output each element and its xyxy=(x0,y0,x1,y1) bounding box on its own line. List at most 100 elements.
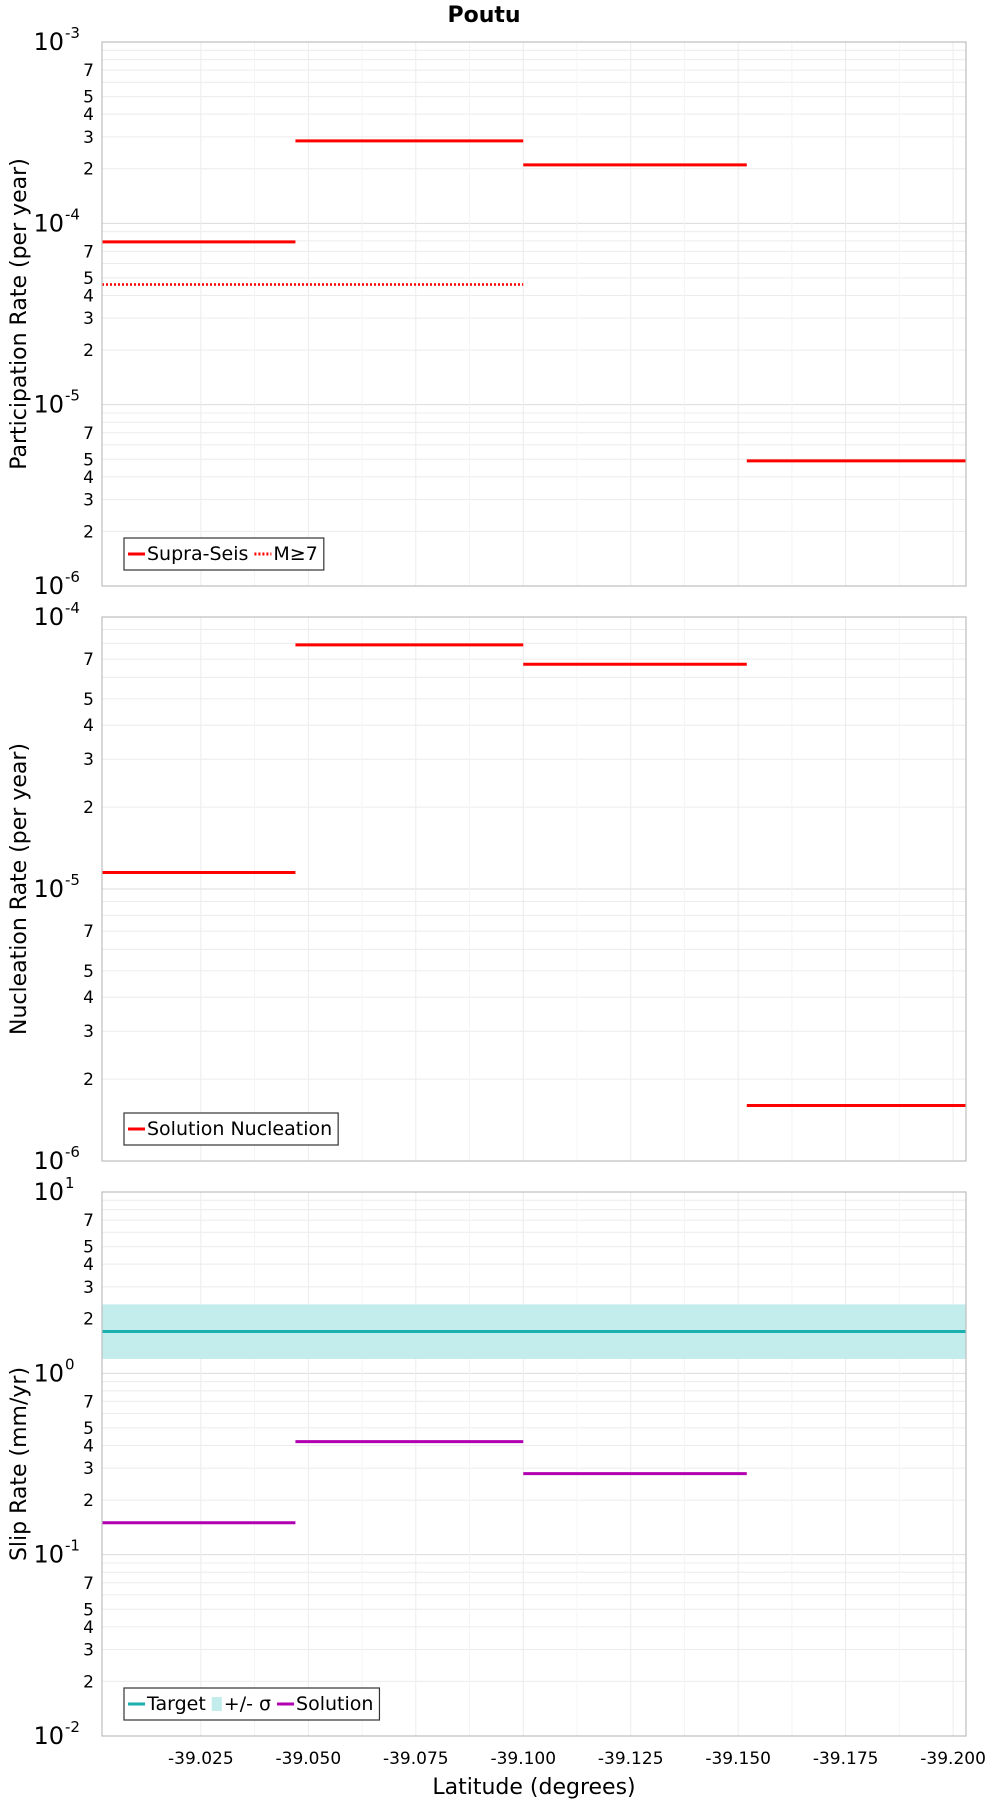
y-tick-label: 7 xyxy=(83,650,94,670)
y-tick-label: 7 xyxy=(83,922,94,942)
y-tick-label: 7 xyxy=(83,1574,94,1594)
x-tick-label: -39.150 xyxy=(705,1749,771,1769)
x-tick-label: -39.100 xyxy=(490,1749,556,1769)
y-tick-label: 4 xyxy=(83,716,94,736)
y-tick-label: 10 xyxy=(33,1359,64,1387)
y-tick-label: 10 xyxy=(33,1722,64,1750)
legend-box xyxy=(123,1112,339,1146)
legend-background xyxy=(124,538,324,570)
x-tick-label: -39.075 xyxy=(383,1749,449,1769)
y-tick-label: 5 xyxy=(83,962,94,982)
legend-entry: +/- σ xyxy=(224,1693,271,1715)
legend-box xyxy=(123,1687,381,1721)
y-tick-label: 2 xyxy=(83,1070,94,1090)
y-tick-label: 10 xyxy=(33,875,64,903)
x-tick-label: -39.050 xyxy=(276,1749,342,1769)
y-tick-label: 3 xyxy=(83,490,94,510)
y-tick-label: 2 xyxy=(83,1491,94,1511)
y-tick-label: 3 xyxy=(83,1640,94,1660)
plot-frame xyxy=(101,616,967,1162)
y-axis-label: Nucleation Rate (per year) xyxy=(7,743,32,1035)
y-tick-label: 7 xyxy=(83,1392,94,1412)
plot-area xyxy=(102,1192,966,1736)
y-tick-exponent: -5 xyxy=(65,871,80,889)
plot-frame xyxy=(101,1191,967,1737)
legend-entry: Solution Nucleation xyxy=(147,1118,332,1140)
legend: Solution Nucleation xyxy=(123,1112,339,1146)
y-tick-label: 3 xyxy=(83,309,94,329)
y-tick-exponent: -6 xyxy=(65,568,80,586)
legend-box xyxy=(123,537,325,571)
x-axis-label: Latitude (degrees) xyxy=(432,1775,635,1800)
y-tick-label: 4 xyxy=(83,286,94,306)
y-tick-label: 2 xyxy=(83,798,94,818)
x-tick-label: -39.175 xyxy=(813,1749,879,1769)
y-tick-label: 10 xyxy=(33,1147,64,1175)
y-tick-label: 5 xyxy=(83,269,94,289)
y-tick-exponent: -4 xyxy=(65,205,80,223)
y-tick-label: 10 xyxy=(33,28,64,56)
y-tick-label: 5 xyxy=(83,690,94,710)
legend-entry: Target xyxy=(146,1693,206,1715)
y-tick-label: 3 xyxy=(83,1459,94,1479)
x-tick-label: -39.200 xyxy=(920,1749,986,1769)
legend-symbol xyxy=(211,1697,222,1711)
y-axis-label: Slip Rate (mm/yr) xyxy=(7,1367,32,1561)
x-tick-label: -39.125 xyxy=(598,1749,664,1769)
y-tick-exponent: -3 xyxy=(65,24,80,42)
y-tick-exponent: -1 xyxy=(65,1537,80,1555)
y-tick-label: 10 xyxy=(33,391,64,419)
y-tick-label: 10 xyxy=(33,1178,64,1206)
x-tick-label: -39.025 xyxy=(168,1749,234,1769)
y-tick-label: 10 xyxy=(33,1541,64,1569)
legend-background xyxy=(124,1113,339,1145)
y-tick-label: 10 xyxy=(33,572,64,600)
y-tick-label: 3 xyxy=(83,1022,94,1042)
y-tick-label: 4 xyxy=(83,988,94,1008)
y-tick-exponent: -4 xyxy=(65,599,80,617)
y-tick-label: 4 xyxy=(83,1436,94,1456)
y-tick-label: 4 xyxy=(83,1618,94,1638)
legend: Supra-Seis M≥7 xyxy=(123,537,325,571)
y-tick-label: 10 xyxy=(33,209,64,237)
y-tick-label: 4 xyxy=(83,105,94,125)
y-tick-label: 5 xyxy=(83,1419,94,1439)
y-tick-label: 2 xyxy=(83,341,94,361)
plot-area xyxy=(102,42,966,586)
y-tick-label: 7 xyxy=(83,424,94,444)
y-tick-label: 2 xyxy=(83,1672,94,1692)
chart-title: Poutu xyxy=(447,3,520,28)
y-tick-label: 4 xyxy=(83,468,94,488)
plot-frame xyxy=(101,41,967,587)
y-tick-exponent: -5 xyxy=(65,387,80,405)
y-tick-label: 2 xyxy=(83,160,94,180)
y-tick-label: 5 xyxy=(83,1238,94,1258)
y-axis-label: Participation Rate (per year) xyxy=(7,158,32,470)
y-tick-label: 2 xyxy=(83,522,94,542)
y-tick-label: 7 xyxy=(83,1211,94,1231)
y-tick-label: 5 xyxy=(83,1600,94,1620)
y-tick-label: 5 xyxy=(83,450,94,470)
y-tick-label: 2 xyxy=(83,1310,94,1330)
y-tick-label: 7 xyxy=(83,61,94,81)
legend-entry: M≥7 xyxy=(273,543,317,565)
y-tick-label: 4 xyxy=(83,1255,94,1275)
y-tick-exponent: -2 xyxy=(65,1718,80,1736)
legend-entry: Supra-Seis xyxy=(147,543,248,565)
y-tick-label: 3 xyxy=(83,750,94,770)
legend-background xyxy=(124,1688,380,1720)
legend: Target +/- σ Solution xyxy=(123,1687,381,1721)
y-tick-label: 10 xyxy=(33,603,64,631)
y-tick-exponent: 0 xyxy=(65,1355,75,1373)
y-tick-exponent: -6 xyxy=(65,1143,80,1161)
y-tick-label: 3 xyxy=(83,128,94,148)
y-tick-label: 5 xyxy=(83,88,94,108)
y-tick-label: 3 xyxy=(83,1278,94,1298)
legend-entry: Solution xyxy=(296,1693,373,1715)
y-tick-exponent: 1 xyxy=(65,1174,75,1192)
legend-swatch xyxy=(211,1697,222,1711)
